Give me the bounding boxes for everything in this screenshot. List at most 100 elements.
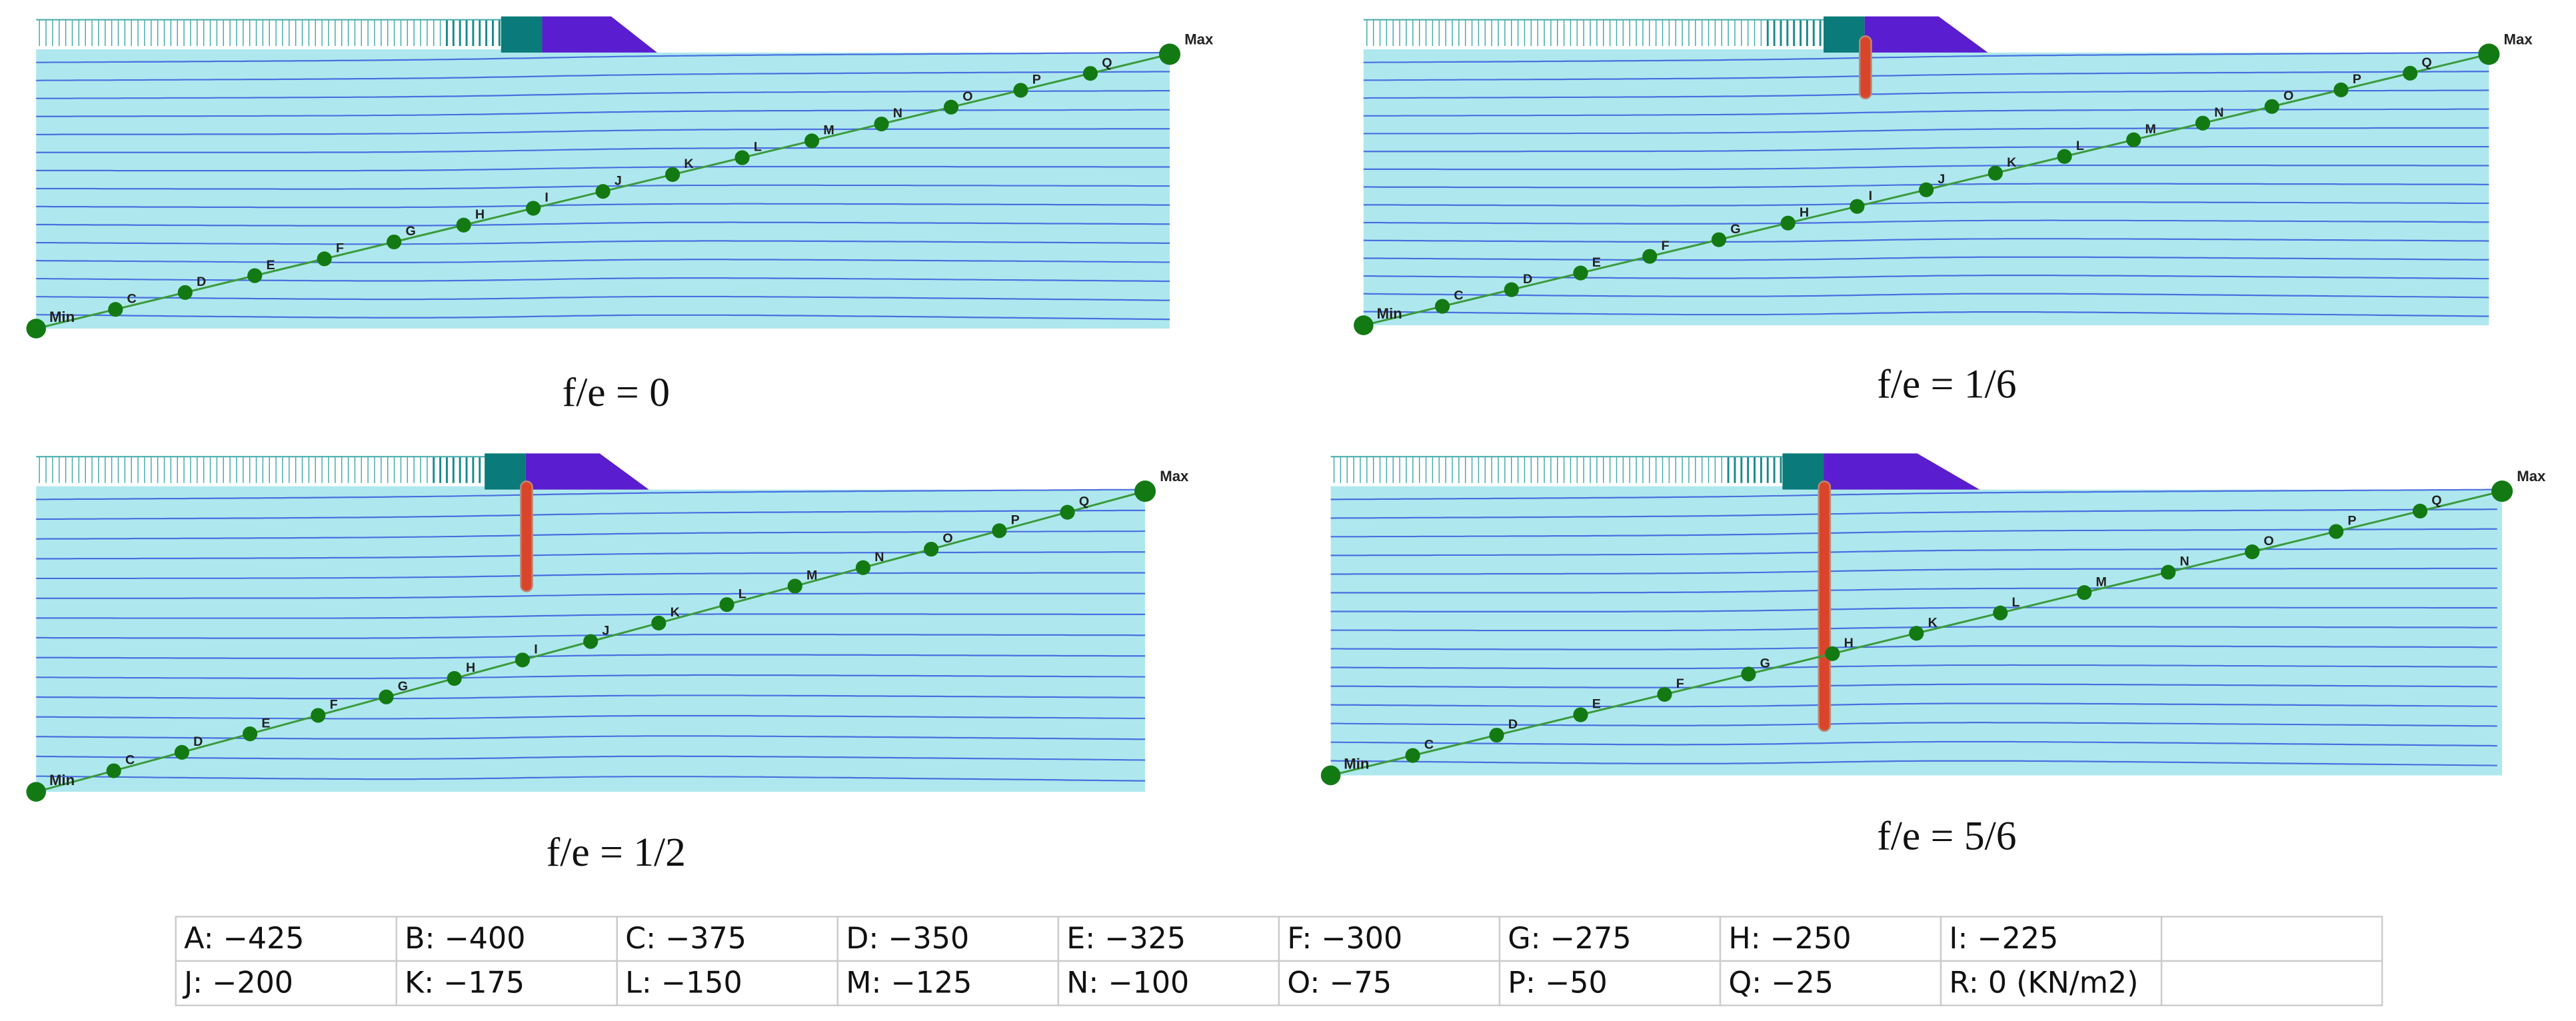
max-dot: [2478, 43, 2500, 65]
contour: [36, 509, 1146, 520]
structure: [542, 16, 657, 53]
contour: [36, 221, 1170, 227]
point-label: Q: [2421, 55, 2431, 70]
point-dot: [1504, 282, 1519, 297]
contour: [1363, 146, 2489, 153]
point-dot: [651, 615, 666, 630]
contour: [36, 165, 1170, 172]
point-label: H: [1844, 636, 1854, 650]
contour: [1363, 89, 2489, 99]
point-label: O: [962, 89, 972, 104]
contour: [36, 109, 1170, 117]
contour: [36, 295, 1170, 301]
point-label: E: [261, 716, 270, 730]
point-dot: [1405, 748, 1420, 763]
point-dot: [379, 689, 394, 704]
point-dot: [1987, 165, 2003, 181]
contour: [1363, 311, 2489, 317]
point-dot: [2403, 65, 2418, 81]
table-cell: [395, 960, 619, 1006]
point-label: H: [466, 660, 475, 675]
point-dot: [804, 133, 820, 149]
point-label: L: [738, 586, 746, 601]
point-label: K: [2007, 155, 2017, 170]
contour: [1363, 127, 2489, 135]
contour: [36, 51, 1170, 63]
point-dot: [1780, 215, 1796, 231]
point-dot: [1060, 505, 1075, 520]
point-label: D: [1523, 272, 1532, 287]
point-label: F: [1676, 676, 1684, 691]
table-text: M: −125: [846, 966, 972, 1000]
point-dot: [1850, 199, 1865, 214]
table-cell: [836, 916, 1060, 962]
structure: [1864, 16, 1988, 53]
point-label: O: [942, 531, 952, 546]
upstream-block: [1824, 16, 1865, 53]
contour: [1330, 645, 2497, 650]
point-dot: [1573, 707, 1588, 722]
contour: [1330, 489, 2497, 501]
max-label: Max: [2504, 31, 2533, 48]
point-dot: [108, 302, 123, 317]
contour: [1330, 587, 2497, 594]
contour: [36, 128, 1170, 136]
point-label: M: [2095, 574, 2106, 589]
contour: [1363, 238, 2489, 243]
table-text: D: −350: [846, 922, 969, 956]
contour: [36, 613, 1146, 619]
point-label: P: [1032, 73, 1041, 87]
table-text: I: −225: [1949, 922, 2058, 956]
max-label: Max: [1160, 468, 1189, 485]
table-text: H: −250: [1728, 922, 1851, 956]
contour: [36, 735, 1146, 740]
point-dot: [1919, 182, 1934, 197]
contour: [1363, 71, 2489, 81]
contour: [36, 592, 1146, 599]
point-dot: [243, 726, 258, 742]
pile: [1859, 35, 1872, 100]
point-label: N: [874, 550, 884, 564]
table-cell: [2160, 960, 2383, 1006]
contour: [36, 89, 1170, 99]
max-label: Max: [1184, 31, 1214, 48]
contour: [1330, 509, 2497, 519]
point-label: K: [670, 605, 680, 620]
panel-caption: f/e = 1/6: [1877, 362, 2016, 407]
contour: [1330, 702, 2497, 708]
contour: [36, 572, 1146, 580]
point-dot: [1573, 265, 1588, 281]
point-dot: [992, 523, 1007, 538]
upstream-block: [1782, 453, 1824, 490]
table-text: C: −375: [625, 922, 746, 956]
table-text: A: −425: [184, 922, 304, 956]
point-dot: [526, 201, 541, 216]
contour: [1330, 740, 2497, 747]
point-label: F: [330, 698, 338, 712]
point-dot: [855, 560, 871, 575]
point-dot: [106, 763, 121, 778]
panel: Min Max C D E F G H I J K L M N O P Qf/e = 1/6: [1354, 16, 2533, 407]
max-dot: [1159, 43, 1181, 65]
point-dot: [2245, 544, 2260, 560]
contour: [1330, 567, 2497, 575]
point-label: I: [545, 191, 548, 205]
panel-caption: f/e = 1/2: [547, 830, 686, 875]
point-dot: [456, 217, 471, 233]
contour: [36, 71, 1170, 81]
point-dot: [595, 184, 611, 199]
point-dot: [2161, 564, 2176, 580]
point-dot: [2195, 115, 2211, 131]
point-dot: [2333, 82, 2349, 97]
contour: [36, 203, 1170, 209]
min-label: Min: [1344, 756, 1369, 772]
point-label: E: [266, 258, 275, 273]
point-dot: [787, 578, 802, 594]
point-label: M: [2145, 122, 2156, 137]
point-label: P: [2347, 514, 2356, 528]
point-dot: [719, 597, 734, 612]
point-dot: [1013, 83, 1028, 98]
table-text: O: −75: [1287, 966, 1392, 1000]
point-label: N: [893, 106, 902, 121]
